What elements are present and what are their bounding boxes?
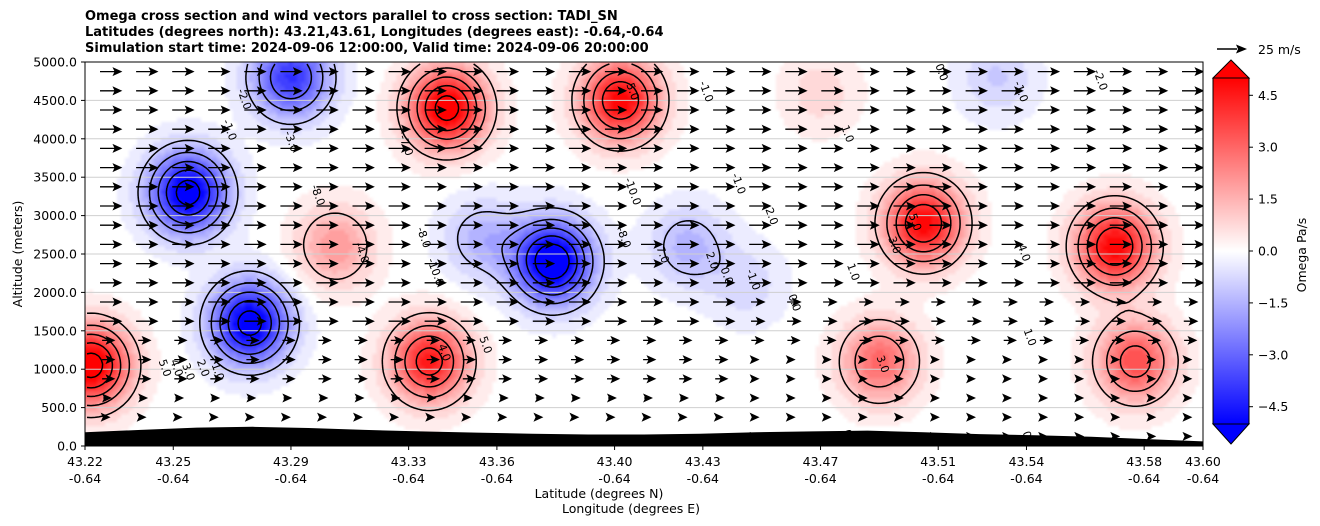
x-axis: 43.22 -0.64 43.25 -0.64 43.29 -0.64 43.33 -0.64… (67, 446, 1221, 486)
x-tick-label-lon: -0.64 (1187, 471, 1219, 486)
x-axis-label-2: Longitude (degrees E) (562, 501, 700, 516)
y-axis-label: Altitude (meters) (10, 201, 25, 308)
colorbar-tick-label: 3.0 (1258, 140, 1278, 155)
x-tick-label-lon: -0.64 (275, 471, 307, 486)
x-tick-label-lat: 43.51 (920, 454, 956, 469)
colorbar: 4.5 3.0 1.5 0.0 −1.5 −3.0 −4.5 Omega Pa/s (1213, 60, 1309, 444)
x-tick-label-lat: 43.22 (67, 454, 103, 469)
quiver-key-arrowhead (1236, 45, 1247, 54)
colorbar-extend-bottom (1213, 424, 1249, 444)
x-tick-label-lat: 43.60 (1185, 454, 1221, 469)
x-tick-label-lon: -0.64 (1128, 471, 1160, 486)
x-tick-label-lon: -0.64 (1010, 471, 1042, 486)
x-tick-label-lat: 43.29 (273, 454, 309, 469)
colorbar-body (1213, 78, 1249, 424)
plot-area: 5.04.03.02.01.0-2.0-1.0 -3.0-8.0-4.0-7.0-… (85, 62, 1203, 446)
y-tick-label: 500.0 (41, 400, 77, 415)
x-tick-label-lon: -0.64 (69, 471, 101, 486)
x-tick-label-lon: -0.64 (687, 471, 719, 486)
chart-title-line-2: Latitudes (degrees north): 43.21,43.61, … (85, 25, 664, 40)
colorbar-extend-top (1213, 60, 1249, 78)
colorbar-tick-label: 4.5 (1258, 88, 1278, 103)
y-tick-label: 4500.0 (33, 93, 77, 108)
x-tick-label-lat: 43.43 (685, 454, 721, 469)
colorbar-tick-label: −3.0 (1258, 347, 1288, 362)
y-axis: 0.0 500.0 1000.0 1500.0 2000.0 2500.0 3000.0 35… (33, 55, 85, 454)
colorbar-tick-label: 1.5 (1258, 192, 1278, 207)
x-tick-label-lat: 43.40 (597, 454, 633, 469)
colorbar-label: Omega Pa/s (1294, 218, 1309, 293)
x-tick-label-lon: -0.64 (598, 471, 630, 486)
quiver-key: 25 m/s (1217, 42, 1301, 57)
x-tick-label-lat: 43.25 (155, 454, 191, 469)
y-tick-label: 2500.0 (33, 247, 77, 262)
x-tick-label-lat: 43.36 (479, 454, 515, 469)
x-tick-label-lat: 43.47 (803, 454, 839, 469)
omega-cross-section-chart: Omega cross section and wind vectors par… (0, 0, 1320, 526)
x-tick-label-lat: 43.58 (1126, 454, 1162, 469)
y-tick-label: 1500.0 (33, 323, 77, 338)
y-tick-label: 5000.0 (33, 55, 77, 70)
y-tick-label: 1000.0 (33, 362, 77, 377)
y-tick-label: 2000.0 (33, 285, 77, 300)
y-tick-label: 0.0 (57, 439, 77, 454)
colorbar-tick-label: 0.0 (1258, 244, 1278, 259)
x-tick-label-lat: 43.54 (1009, 454, 1045, 469)
x-tick-label-lat: 43.33 (391, 454, 427, 469)
chart-title-line-1: Omega cross section and wind vectors par… (85, 9, 618, 24)
x-axis-label: Latitude (degrees N) (535, 486, 664, 501)
x-tick-label-lon: -0.64 (922, 471, 954, 486)
x-tick-label-lon: -0.64 (481, 471, 513, 486)
x-tick-label-lon: -0.64 (392, 471, 424, 486)
x-tick-label-lon: -0.64 (804, 471, 836, 486)
y-tick-label: 4000.0 (33, 131, 77, 146)
colorbar-tick-label: −1.5 (1258, 295, 1288, 310)
x-tick-label-lon: -0.64 (157, 471, 189, 486)
quiver-key-label: 25 m/s (1258, 42, 1301, 57)
colorbar-tick-label: −4.5 (1258, 399, 1288, 414)
y-tick-label: 3500.0 (33, 170, 77, 185)
chart-title-line-3: Simulation start time: 2024-09-06 12:00:… (85, 41, 649, 56)
y-tick-label: 3000.0 (33, 208, 77, 223)
colorbar-ticks: 4.5 3.0 1.5 0.0 −1.5 −3.0 −4.5 (1249, 88, 1288, 414)
